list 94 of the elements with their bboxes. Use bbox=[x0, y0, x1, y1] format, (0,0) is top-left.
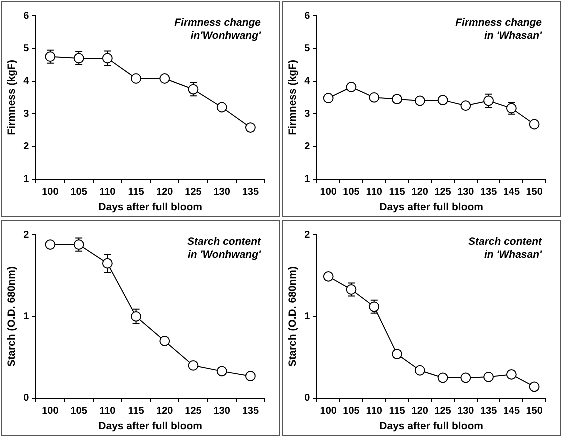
y-axis-title: Starch (O.D. 680nm) bbox=[6, 266, 18, 367]
x-tick-label: 135 bbox=[480, 187, 498, 198]
point bbox=[346, 82, 357, 92]
x-tick-label: 100 bbox=[320, 406, 338, 418]
y-tick-label: 1 bbox=[304, 311, 311, 322]
point bbox=[160, 336, 170, 346]
x-tick-label: 110 bbox=[366, 187, 383, 198]
y-tick-label: 1 bbox=[304, 174, 311, 186]
x-tick-label: 125 bbox=[185, 406, 202, 418]
x-tick-label: 115 bbox=[128, 406, 145, 418]
x-tick-label: 120 bbox=[412, 406, 429, 418]
y-axis-title: Firmness (kgF) bbox=[287, 60, 300, 136]
x-tick-label: 105 bbox=[343, 187, 360, 198]
y-axis-title: Firmness (kgF) bbox=[6, 60, 18, 136]
annotation: Starch content in 'Whasan' bbox=[468, 236, 542, 262]
point bbox=[392, 349, 402, 360]
point bbox=[160, 74, 170, 84]
x-tick-label: 105 bbox=[70, 187, 88, 198]
point bbox=[392, 94, 402, 105]
point bbox=[414, 365, 426, 376]
annotation: Starch content in 'Wonhwang' bbox=[187, 236, 262, 262]
x-axis-title: Days after full bloom bbox=[380, 420, 484, 433]
x-tick-label: 105 bbox=[70, 406, 88, 418]
y-axis-title: Starch (O.D. 680nm) bbox=[287, 266, 300, 367]
annotation: Firmness change in 'Whasan' bbox=[456, 17, 542, 42]
y-tick-label: 4 bbox=[24, 76, 30, 88]
y-tick-label: 1 bbox=[24, 311, 30, 322]
point bbox=[246, 122, 256, 133]
x-tick-label: 115 bbox=[128, 187, 145, 198]
point bbox=[438, 95, 448, 106]
y-tick-label: 2 bbox=[24, 230, 30, 241]
x-tick-label: 145 bbox=[503, 406, 520, 418]
x-tick-label: 135 bbox=[242, 406, 260, 418]
x-tick-label: 130 bbox=[214, 187, 231, 198]
y-tick-label: 0 bbox=[304, 393, 311, 404]
x-tick-label: 120 bbox=[156, 187, 174, 198]
x-tick-label: 105 bbox=[343, 406, 360, 418]
point bbox=[323, 271, 334, 282]
point bbox=[246, 371, 256, 382]
point bbox=[102, 53, 113, 64]
x-tick-label: 120 bbox=[156, 406, 174, 418]
x-tick-label: 120 bbox=[412, 187, 429, 198]
y-tick-label: 0 bbox=[24, 393, 30, 404]
x-tick-label: 115 bbox=[389, 187, 406, 198]
point bbox=[460, 100, 472, 112]
x-tick-label: 125 bbox=[434, 187, 452, 198]
point bbox=[529, 119, 540, 130]
x-axis-title: Days after full bloom bbox=[98, 202, 203, 214]
x-tick-label: 130 bbox=[458, 187, 475, 198]
y-tick-label: 2 bbox=[24, 141, 30, 152]
point bbox=[414, 96, 426, 106]
x-tick-label: 130 bbox=[214, 406, 231, 418]
x-tick-label: 125 bbox=[434, 406, 452, 418]
point bbox=[216, 366, 228, 377]
x-tick-label: 110 bbox=[100, 187, 116, 198]
x-tick-label: 110 bbox=[366, 406, 383, 418]
point bbox=[131, 312, 142, 322]
annotation: Firmness change in'Wonhwang' bbox=[174, 17, 262, 42]
point bbox=[45, 240, 56, 250]
point bbox=[529, 382, 540, 392]
x-tick-label: 100 bbox=[320, 187, 338, 198]
y-tick-label: 3 bbox=[24, 108, 30, 120]
x-tick-label: 135 bbox=[242, 187, 260, 198]
point bbox=[460, 372, 472, 384]
y-tick-label: 5 bbox=[304, 43, 311, 54]
x-tick-label: 135 bbox=[480, 406, 498, 418]
point bbox=[216, 102, 228, 113]
x-axis-title: Days after full bloom bbox=[98, 420, 203, 433]
x-tick-label: 145 bbox=[503, 187, 520, 198]
x-tick-label: 130 bbox=[458, 406, 475, 418]
x-axis-title: Days after full bloom bbox=[380, 202, 484, 214]
y-tick-label: 5 bbox=[24, 43, 30, 54]
x-tick-label: 115 bbox=[389, 406, 406, 418]
point bbox=[188, 360, 199, 371]
y-tick-label: 6 bbox=[304, 10, 311, 22]
point bbox=[369, 92, 380, 103]
y-tick-label: 6 bbox=[24, 10, 30, 22]
point bbox=[484, 372, 494, 382]
x-tick-label: 110 bbox=[100, 406, 116, 418]
x-tick-label: 150 bbox=[526, 406, 544, 418]
y-tick-label: 3 bbox=[304, 108, 311, 120]
y-tick-label: 1 bbox=[24, 174, 30, 186]
point bbox=[102, 258, 113, 269]
x-tick-label: 100 bbox=[42, 406, 60, 418]
x-tick-label: 150 bbox=[526, 187, 544, 198]
x-tick-label: 125 bbox=[185, 187, 202, 198]
x-tick-label: 100 bbox=[42, 187, 60, 198]
point bbox=[131, 74, 142, 84]
point bbox=[506, 370, 517, 380]
point bbox=[438, 372, 448, 384]
y-tick-label: 4 bbox=[304, 76, 311, 88]
point bbox=[323, 93, 334, 104]
y-tick-label: 2 bbox=[304, 230, 311, 241]
y-tick-label: 2 bbox=[304, 141, 311, 152]
